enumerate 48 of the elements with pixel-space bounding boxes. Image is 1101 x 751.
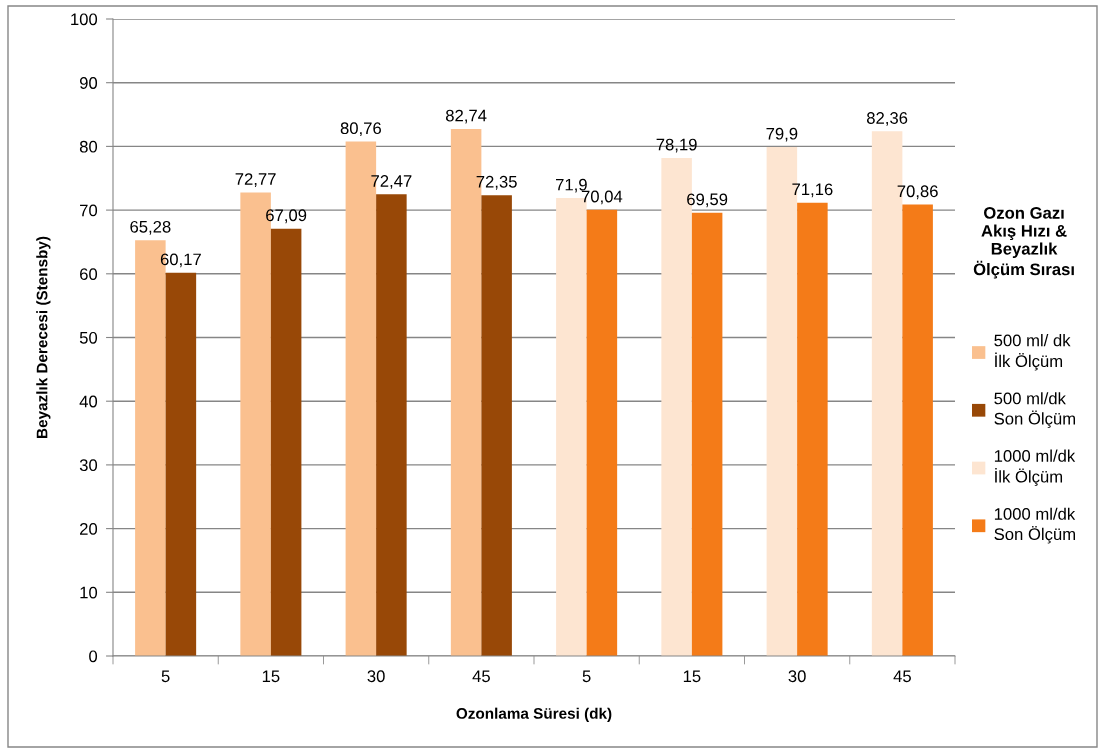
x-tick-label: 5 bbox=[161, 670, 170, 683]
data-label: 72,35 bbox=[476, 175, 517, 190]
y-tick-label: 40 bbox=[79, 395, 98, 408]
y-tick-label: 0 bbox=[89, 650, 98, 663]
legend-title: Ozon Gazı Akış Hızı & Beyazlık Ölçüm Sırası bbox=[973, 207, 1074, 279]
bar bbox=[270, 228, 302, 656]
legend-label: 500 ml/dk Son Ölçüm bbox=[994, 392, 1076, 428]
y-tick-label: 60 bbox=[80, 268, 98, 280]
x-tick-label: 5 bbox=[582, 670, 591, 683]
x-axis-title: Ozonlama Süresi (dk) bbox=[456, 707, 612, 722]
x-tick-label: 45 bbox=[893, 670, 911, 683]
data-label: 70,86 bbox=[897, 185, 938, 200]
x-tick-label: 15 bbox=[262, 670, 280, 683]
data-label: 69,59 bbox=[687, 193, 728, 208]
bar bbox=[902, 204, 933, 656]
data-label: 60,17 bbox=[160, 253, 201, 268]
data-label: 72,47 bbox=[371, 175, 412, 189]
y-tick-label: 90 bbox=[79, 77, 98, 89]
y-tick-label: 80 bbox=[79, 140, 98, 153]
x-tick-label: 45 bbox=[472, 670, 490, 683]
x-tick-label: 15 bbox=[683, 670, 701, 683]
bar bbox=[481, 195, 512, 656]
bar bbox=[586, 209, 618, 656]
y-tick-label: 70 bbox=[80, 204, 98, 217]
data-label: 72,77 bbox=[235, 173, 276, 187]
bar bbox=[165, 272, 197, 656]
y-axis-title: Beyazlık Derecesi (Stensby) bbox=[36, 236, 51, 438]
data-label: 82,74 bbox=[445, 109, 487, 124]
y-tick-label: 10 bbox=[80, 586, 98, 599]
data-label: 67,09 bbox=[266, 209, 307, 224]
bar bbox=[797, 202, 828, 656]
bar bbox=[376, 194, 407, 656]
data-label: 79,9 bbox=[766, 127, 798, 142]
x-tick-label: 30 bbox=[788, 670, 806, 683]
bar bbox=[691, 212, 723, 656]
data-label: 78,19 bbox=[656, 138, 697, 153]
data-label: 65,28 bbox=[130, 220, 171, 235]
data-label: 80,76 bbox=[340, 122, 381, 137]
y-tick-label: 50 bbox=[79, 331, 98, 344]
data-label: 82,36 bbox=[866, 112, 908, 126]
legend-label: 1000 ml/dk İlk Ölçüm bbox=[994, 449, 1076, 486]
y-tick-label: 30 bbox=[79, 459, 98, 472]
legend-label: 1000 ml/dk Son Ölçüm bbox=[994, 507, 1076, 544]
y-tick-label: 100 bbox=[71, 13, 98, 26]
y-tick-label: 20 bbox=[80, 523, 98, 535]
data-label: 71,16 bbox=[792, 183, 833, 198]
legend-label: 500 ml/ dk İlk Ölçüm bbox=[994, 334, 1071, 371]
x-tick-label: 30 bbox=[367, 670, 385, 683]
